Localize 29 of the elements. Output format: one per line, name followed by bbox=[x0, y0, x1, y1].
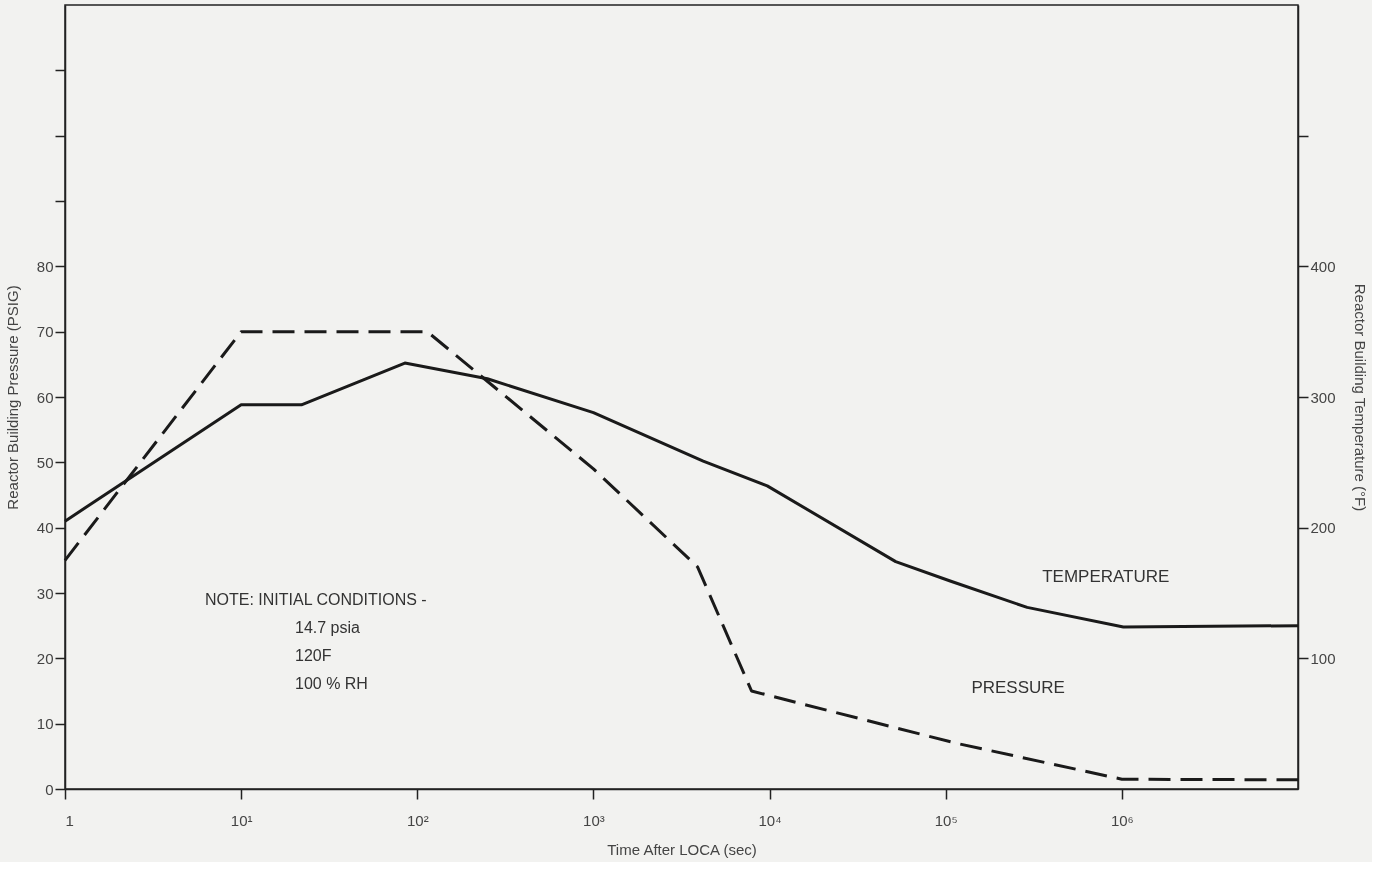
y-tick-label: 0 bbox=[45, 780, 54, 798]
annotation: 14.7 psia bbox=[295, 619, 361, 636]
x-axis-title: Time After LOCA (sec) bbox=[607, 840, 757, 858]
x-tick-label: 10⁵ bbox=[934, 811, 958, 829]
y-tick-label: 50 bbox=[36, 453, 54, 471]
y-tick-label: 20 bbox=[36, 649, 54, 667]
y2-tick-label: 400 bbox=[1310, 257, 1336, 275]
y-tick-label: 70 bbox=[36, 323, 54, 341]
y-tick-label: 80 bbox=[36, 257, 54, 275]
annotation: 120F bbox=[295, 647, 332, 664]
y-tick-label: 60 bbox=[36, 388, 54, 406]
x-tick-label: 10³ bbox=[583, 811, 605, 829]
x-tick-label: 10¹ bbox=[230, 811, 253, 829]
y2-tick-label: 100 bbox=[1310, 649, 1336, 667]
annotation: NOTE: INITIAL CONDITIONS - bbox=[205, 591, 427, 608]
series-label: TEMPERATURE bbox=[1042, 567, 1170, 587]
y2-tick-label: 200 bbox=[1310, 519, 1336, 537]
y-tick-label: 40 bbox=[36, 519, 54, 537]
x-tick-label: 10⁴ bbox=[758, 811, 782, 829]
y-axis-title: Reactor Building Pressure (PSIG) bbox=[3, 285, 21, 510]
y-tick-label: 30 bbox=[36, 584, 54, 602]
x-tick-label: 1 bbox=[65, 811, 74, 829]
y2-axis-title: Reactor Building Temperature (°F) bbox=[1351, 283, 1369, 512]
y2-tick-label: 300 bbox=[1310, 388, 1336, 406]
text: PRESSURE bbox=[971, 678, 1065, 698]
annotation: 100 % RH bbox=[295, 675, 368, 692]
x-tick-label: 10² bbox=[406, 811, 429, 829]
x-tick-label: 10⁶ bbox=[1110, 811, 1134, 829]
y-tick-label: 10 bbox=[36, 715, 54, 733]
